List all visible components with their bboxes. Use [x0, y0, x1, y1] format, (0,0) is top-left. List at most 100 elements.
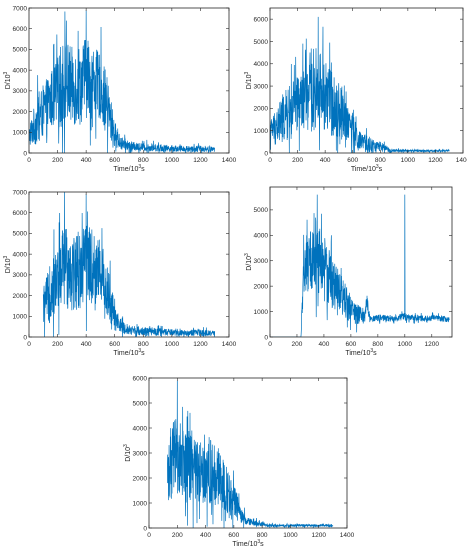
- y-tick-label: 4000: [13, 67, 28, 74]
- axes-box: [28, 7, 230, 154]
- y-tick-label: 3000: [13, 272, 28, 279]
- x-tick-label: 1200: [428, 157, 443, 164]
- x-axis-label: Time/103s: [351, 164, 383, 173]
- y-tick-label: 3000: [13, 88, 28, 95]
- y-tick-label: 5000: [254, 39, 269, 46]
- x-tick-label: 1000: [165, 341, 180, 348]
- y-tick-label: 5000: [13, 47, 28, 54]
- y-tick-label: 5000: [13, 231, 28, 238]
- x-tick-label: 200: [172, 532, 183, 539]
- y-tick-label: 6000: [13, 26, 28, 33]
- y-axis-label: D/103: [244, 71, 253, 89]
- y-tick-label: 0: [23, 334, 27, 341]
- y-tick-label: 7000: [13, 189, 28, 196]
- y-tick-label: 5000: [254, 207, 269, 214]
- x-tick-label: 800: [375, 157, 386, 164]
- y-axis-label: D/103: [244, 253, 253, 271]
- x-tick-label: 1200: [311, 532, 326, 539]
- x-tick-label: 200: [52, 157, 63, 164]
- y-tick-label: 3000: [254, 83, 269, 90]
- y-axis-label: D/103: [3, 71, 12, 89]
- axes-box: [148, 377, 348, 529]
- y-tick-label: 6000: [133, 375, 148, 382]
- x-tick-label: 1000: [283, 532, 298, 539]
- y-axis-label: D/103: [123, 444, 132, 462]
- chart-3: 0 200 400 600 800 1000 1200 1400 0 1000 2000 3000 40…: [3, 189, 237, 357]
- y-tick-label: 7000: [13, 5, 28, 12]
- x-tick-label: 200: [292, 157, 303, 164]
- series-line: [167, 380, 334, 528]
- y-tick-label: 2000: [13, 293, 28, 300]
- x-tick-label: 600: [228, 532, 239, 539]
- x-tick-label: 600: [345, 341, 356, 348]
- x-tick-label: 600: [109, 157, 120, 164]
- x-tick-label: 200: [292, 341, 303, 348]
- axes-box: [28, 191, 230, 338]
- axes-box: [269, 7, 464, 154]
- chart-5: 0 200 400 600 800 1000 1200 1400 0 1000 2000 3000 40…: [123, 375, 355, 548]
- x-axis-label: Time/103s: [113, 348, 145, 357]
- chart-2: 0 200 400 600 800 1000 1200 1400 0 1000 2000 3000 40…: [244, 7, 467, 173]
- x-tick-label: 1400: [456, 157, 467, 164]
- y-tick-label: 4000: [13, 251, 28, 258]
- series-line: [270, 16, 450, 153]
- y-tick-label: 6000: [254, 16, 269, 23]
- y-tick-label: 1000: [254, 128, 269, 135]
- x-tick-label: 800: [372, 341, 383, 348]
- x-tick-label: 1400: [340, 532, 355, 539]
- y-tick-label: 1000: [13, 130, 28, 137]
- y-tick-label: 2000: [133, 475, 148, 482]
- y-tick-label: 2000: [254, 106, 269, 113]
- x-tick-label: 800: [138, 157, 149, 164]
- y-tick-label: 0: [143, 525, 147, 532]
- x-tick-label: 1200: [425, 341, 440, 348]
- x-tick-label: 1000: [165, 157, 180, 164]
- x-tick-label: 200: [52, 341, 63, 348]
- x-tick-label: 400: [81, 341, 92, 348]
- y-tick-label: 0: [23, 150, 27, 157]
- x-tick-label: 400: [318, 341, 329, 348]
- x-tick-label: 0: [268, 157, 272, 164]
- y-tick-label: 4000: [254, 61, 269, 68]
- y-tick-label: 4000: [133, 425, 148, 432]
- y-axis-label: D/103: [3, 255, 12, 273]
- x-tick-label: 1400: [222, 157, 237, 164]
- x-tick-label: 0: [27, 341, 31, 348]
- x-tick-label: 600: [109, 341, 120, 348]
- x-tick-label: 400: [200, 532, 211, 539]
- x-axis-label: Time/103s: [113, 164, 145, 173]
- x-tick-label: 400: [320, 157, 331, 164]
- x-tick-label: 1000: [398, 341, 413, 348]
- y-tick-label: 1000: [13, 314, 28, 321]
- y-tick-label: 6000: [13, 210, 28, 217]
- y-tick-label: 0: [264, 334, 268, 341]
- x-tick-label: 1200: [193, 157, 208, 164]
- x-tick-label: 0: [268, 341, 272, 348]
- x-axis-label: Time/103s: [232, 539, 264, 548]
- x-tick-label: 1400: [222, 341, 237, 348]
- y-tick-label: 2000: [13, 109, 28, 116]
- series-line: [270, 194, 450, 337]
- y-tick-label: 1000: [133, 500, 148, 507]
- y-tick-label: 3000: [133, 450, 148, 457]
- series-line: [29, 10, 216, 153]
- y-tick-label: 3000: [254, 258, 269, 265]
- y-tick-label: 2000: [254, 283, 269, 290]
- y-tick-label: 5000: [133, 400, 148, 407]
- x-tick-label: 600: [347, 157, 358, 164]
- x-tick-label: 0: [147, 532, 151, 539]
- y-tick-label: 1000: [254, 309, 269, 316]
- x-axis-label: Time/103s: [345, 348, 377, 357]
- y-tick-label: 4000: [254, 233, 269, 240]
- chart-1: 0 200 400 600 800 1000 1200 1400 0 1000 2000 3000 40…: [3, 5, 237, 173]
- x-tick-label: 800: [257, 532, 268, 539]
- x-tick-label: 400: [81, 157, 92, 164]
- x-tick-label: 800: [138, 341, 149, 348]
- chart-4: 0 200 400 600 800 1000 1200 0 1000 2000 3000 4000 50…: [244, 186, 453, 357]
- x-tick-label: 0: [27, 157, 31, 164]
- x-tick-label: 1000: [401, 157, 416, 164]
- axes-box: [269, 186, 453, 338]
- x-tick-label: 1200: [193, 341, 208, 348]
- series-line: [42, 192, 216, 337]
